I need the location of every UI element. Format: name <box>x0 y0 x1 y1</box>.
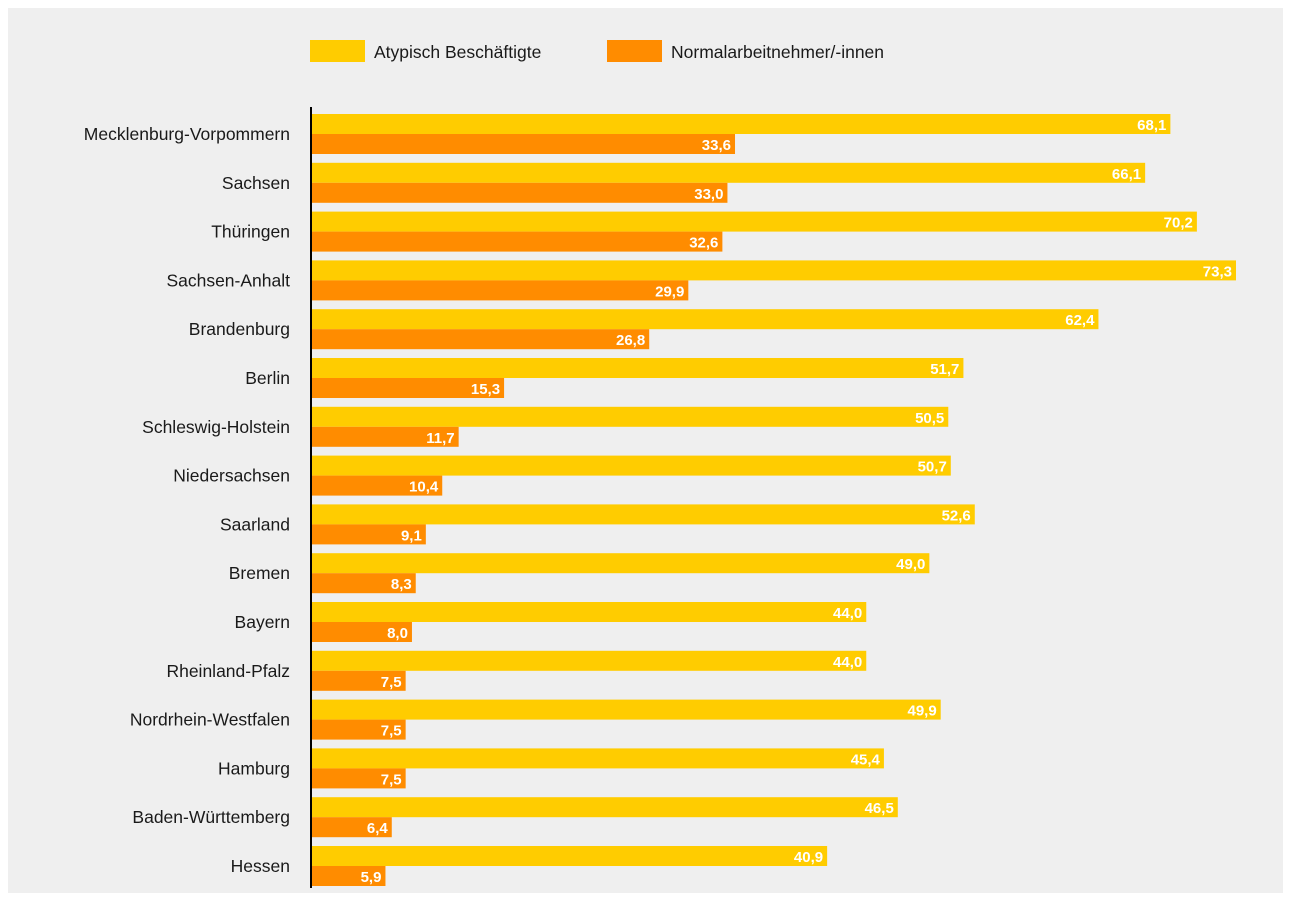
bar <box>311 504 975 525</box>
bar <box>311 455 951 476</box>
bar <box>311 866 386 886</box>
category-label: Sachsen-Anhalt <box>166 270 290 290</box>
data-label: 52,6 <box>942 507 971 524</box>
category-label: Nordrhein-Westfalen <box>130 710 290 730</box>
bar <box>311 846 828 866</box>
bar <box>311 475 443 496</box>
category-label: Bremen <box>229 563 290 583</box>
bar <box>311 231 723 252</box>
bar <box>311 797 898 818</box>
data-label: 33,0 <box>694 186 723 203</box>
data-label: 50,5 <box>915 410 944 427</box>
data-label: 70,2 <box>1164 215 1193 232</box>
bar <box>311 280 689 301</box>
category-label: Thüringen <box>211 222 290 242</box>
bars <box>311 114 1236 886</box>
value-labels: 68,1 33,6 66,1 33,0 70,2 32,6 73,3 29,9 62,4 26,8… <box>361 117 1232 886</box>
bar <box>311 406 949 427</box>
data-label: 6,4 <box>367 820 389 837</box>
bar <box>311 426 459 447</box>
bar <box>311 622 412 642</box>
data-label: 49,0 <box>896 556 925 573</box>
data-label: 50,7 <box>918 459 947 476</box>
data-label: 44,0 <box>833 654 862 671</box>
data-label: 33,6 <box>702 137 731 154</box>
category-label: Schleswig-Holstein <box>142 417 290 437</box>
bar <box>311 134 736 154</box>
bar <box>311 573 416 594</box>
category-label: Bayern <box>235 612 290 632</box>
category-label: Brandenburg <box>189 319 290 339</box>
category-label: Baden-Württemberg <box>132 807 290 827</box>
data-label: 29,9 <box>655 283 684 300</box>
category-labels: Mecklenburg-Vorpommern Sachsen Thüringen Sa… <box>84 124 290 876</box>
data-label: 8,0 <box>387 625 408 642</box>
bar <box>311 358 964 378</box>
bar <box>311 768 406 789</box>
data-label: 46,5 <box>865 800 894 817</box>
data-label: 45,4 <box>851 751 881 768</box>
data-label: 40,9 <box>794 849 823 866</box>
legend-label: Normalarbeitnehmer/-innen <box>671 42 884 62</box>
category-label: Rheinland-Pfalz <box>166 661 290 681</box>
data-label: 5,9 <box>361 869 382 886</box>
bar <box>311 260 1236 281</box>
data-label: 66,1 <box>1112 166 1141 183</box>
data-label: 11,7 <box>426 430 454 447</box>
data-label: 62,4 <box>1065 312 1095 329</box>
bar <box>311 524 426 545</box>
bar <box>311 114 1171 134</box>
legend-swatch <box>607 40 662 62</box>
bar <box>311 670 406 691</box>
category-label: Hamburg <box>218 758 290 778</box>
data-label: 7,5 <box>381 674 402 691</box>
data-label: 51,7 <box>930 361 959 378</box>
bar <box>311 378 505 398</box>
bar <box>311 748 884 769</box>
legend: Atypisch Beschäftigte Normalarbeitnehmer/… <box>310 40 884 62</box>
bar <box>311 650 867 671</box>
data-label: 7,5 <box>381 771 402 788</box>
bar <box>311 817 392 838</box>
bar <box>311 699 941 720</box>
category-label: Hessen <box>231 856 290 876</box>
data-label: 10,4 <box>409 479 439 496</box>
bar <box>311 719 406 740</box>
legend-label: Atypisch Beschäftigte <box>374 42 541 62</box>
data-label: 7,5 <box>381 723 402 740</box>
data-label: 68,1 <box>1137 117 1166 134</box>
data-label: 8,3 <box>391 576 412 593</box>
data-label: 49,9 <box>908 703 937 720</box>
category-label: Niedersachsen <box>173 466 290 486</box>
data-label: 9,1 <box>401 527 422 544</box>
category-label: Saarland <box>220 514 290 534</box>
data-label: 44,0 <box>833 605 862 622</box>
bar <box>311 182 728 203</box>
category-label: Mecklenburg-Vorpommern <box>84 124 290 144</box>
bar <box>311 211 1197 232</box>
data-label: 73,3 <box>1203 263 1232 280</box>
bar <box>311 329 650 350</box>
data-label: 32,6 <box>689 235 718 252</box>
category-label: Sachsen <box>222 173 290 193</box>
bar <box>311 602 867 622</box>
category-label: Berlin <box>245 368 290 388</box>
bar <box>311 309 1099 330</box>
chart-panel <box>8 8 1283 893</box>
bar <box>311 553 930 574</box>
data-label: 15,3 <box>471 381 500 398</box>
bar <box>311 162 1146 183</box>
data-label: 26,8 <box>616 332 645 349</box>
legend-swatch <box>310 40 365 62</box>
